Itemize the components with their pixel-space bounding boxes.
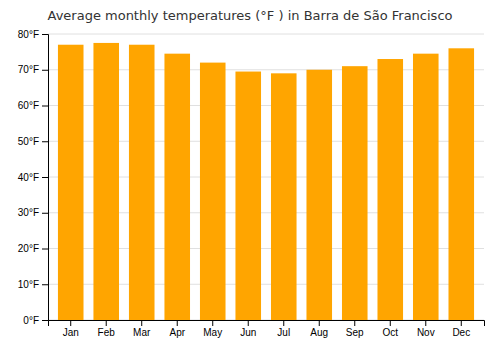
y-tick-mark <box>42 177 48 178</box>
x-tick-label: Aug <box>310 327 328 338</box>
bars <box>58 43 474 320</box>
x-tick: Dec <box>452 320 470 338</box>
plot: 0°F 10°F 20°F 30°F 40°F 50°F 60°F 70°F 80°F Jan Fe… <box>18 29 485 338</box>
bar <box>58 45 84 320</box>
x-tick: Nov <box>417 320 435 338</box>
x-axis-line <box>49 321 485 327</box>
chart: 0°F 10°F 20°F 30°F 40°F 50°F 60°F 70°F 80°F Jan Fe… <box>0 0 500 350</box>
x-tick: Mar <box>133 320 151 338</box>
y-tick: 40°F <box>18 172 48 183</box>
y-tick: 50°F <box>18 136 48 147</box>
y-tick: 0°F <box>23 315 48 326</box>
y-tick: 60°F <box>18 100 48 111</box>
bar <box>200 63 226 320</box>
x-tick-mark <box>354 320 355 326</box>
x-tick-mark <box>212 320 213 326</box>
bar <box>448 48 474 320</box>
bar <box>377 59 403 320</box>
bar <box>306 70 332 320</box>
x-tick-label: Feb <box>98 327 116 338</box>
y-tick-mark <box>42 249 48 250</box>
y-tick-mark <box>42 106 48 107</box>
x-tick-mark <box>390 320 391 326</box>
x-tick-label: Apr <box>169 327 185 338</box>
x-tick-mark <box>283 320 284 326</box>
y-tick-label: 20°F <box>18 243 39 254</box>
y-tick-mark <box>42 141 48 142</box>
x-tick-label: Dec <box>452 327 470 338</box>
y-tick-label: 60°F <box>18 100 39 111</box>
x-tick-label: Oct <box>382 327 398 338</box>
x-tick: Jun <box>240 320 256 338</box>
y-tick-label: 70°F <box>18 64 39 75</box>
y-tick: 20°F <box>18 243 48 254</box>
bar <box>413 54 439 320</box>
x-axis: Jan Feb Mar Apr May Jun Jul Aug Sep Oct Nov Dec <box>49 320 485 338</box>
bar <box>342 66 368 320</box>
y-tick-label: 40°F <box>18 172 39 183</box>
bar <box>129 45 155 320</box>
x-tick: Sep <box>346 320 364 338</box>
y-axis: 0°F 10°F 20°F 30°F 40°F 50°F 60°F 70°F 80°F <box>18 29 49 326</box>
x-tick: Feb <box>98 320 116 338</box>
y-tick: 10°F <box>18 279 48 290</box>
grid <box>48 34 484 320</box>
y-tick-label: 0°F <box>23 315 39 326</box>
y-tick-mark <box>42 320 48 321</box>
y-tick-label: 50°F <box>18 136 39 147</box>
y-tick-label: 10°F <box>18 279 39 290</box>
y-tick: 80°F <box>18 29 48 40</box>
x-tick-mark <box>141 320 142 326</box>
bar <box>271 73 297 320</box>
y-tick-mark <box>42 34 48 35</box>
x-tick-mark <box>177 320 178 326</box>
y-tick: 70°F <box>18 64 48 75</box>
y-tick-label: 30°F <box>18 207 39 218</box>
x-tick: Jul <box>277 320 290 338</box>
bar <box>93 43 119 320</box>
x-tick: Aug <box>310 320 328 338</box>
x-tick: Oct <box>382 320 398 338</box>
grid-line <box>48 34 484 35</box>
x-tick-label: Sep <box>346 327 364 338</box>
x-tick-label: Jan <box>63 327 79 338</box>
x-tick: Apr <box>169 320 185 338</box>
x-tick: Jan <box>63 320 79 338</box>
x-tick-mark <box>319 320 320 326</box>
y-axis-line <box>42 35 49 321</box>
bar <box>164 54 190 320</box>
y-tick-label: 80°F <box>18 29 39 40</box>
x-tick-mark <box>106 320 107 326</box>
x-tick-label: May <box>203 327 222 338</box>
y-tick-mark <box>42 284 48 285</box>
y-tick-mark <box>42 213 48 214</box>
x-tick: May <box>203 320 222 338</box>
y-tick-mark <box>42 70 48 71</box>
x-tick-mark <box>70 320 71 326</box>
x-tick-mark <box>425 320 426 326</box>
title: Average monthly temperatures (°F ) in Ba… <box>48 8 453 23</box>
x-tick-label: Nov <box>417 327 435 338</box>
x-tick-label: Jul <box>277 327 290 338</box>
x-tick-mark <box>461 320 462 326</box>
y-tick: 30°F <box>18 207 48 218</box>
x-tick-label: Mar <box>133 327 151 338</box>
x-tick-mark <box>248 320 249 326</box>
bar <box>235 72 261 320</box>
x-tick-label: Jun <box>240 327 256 338</box>
